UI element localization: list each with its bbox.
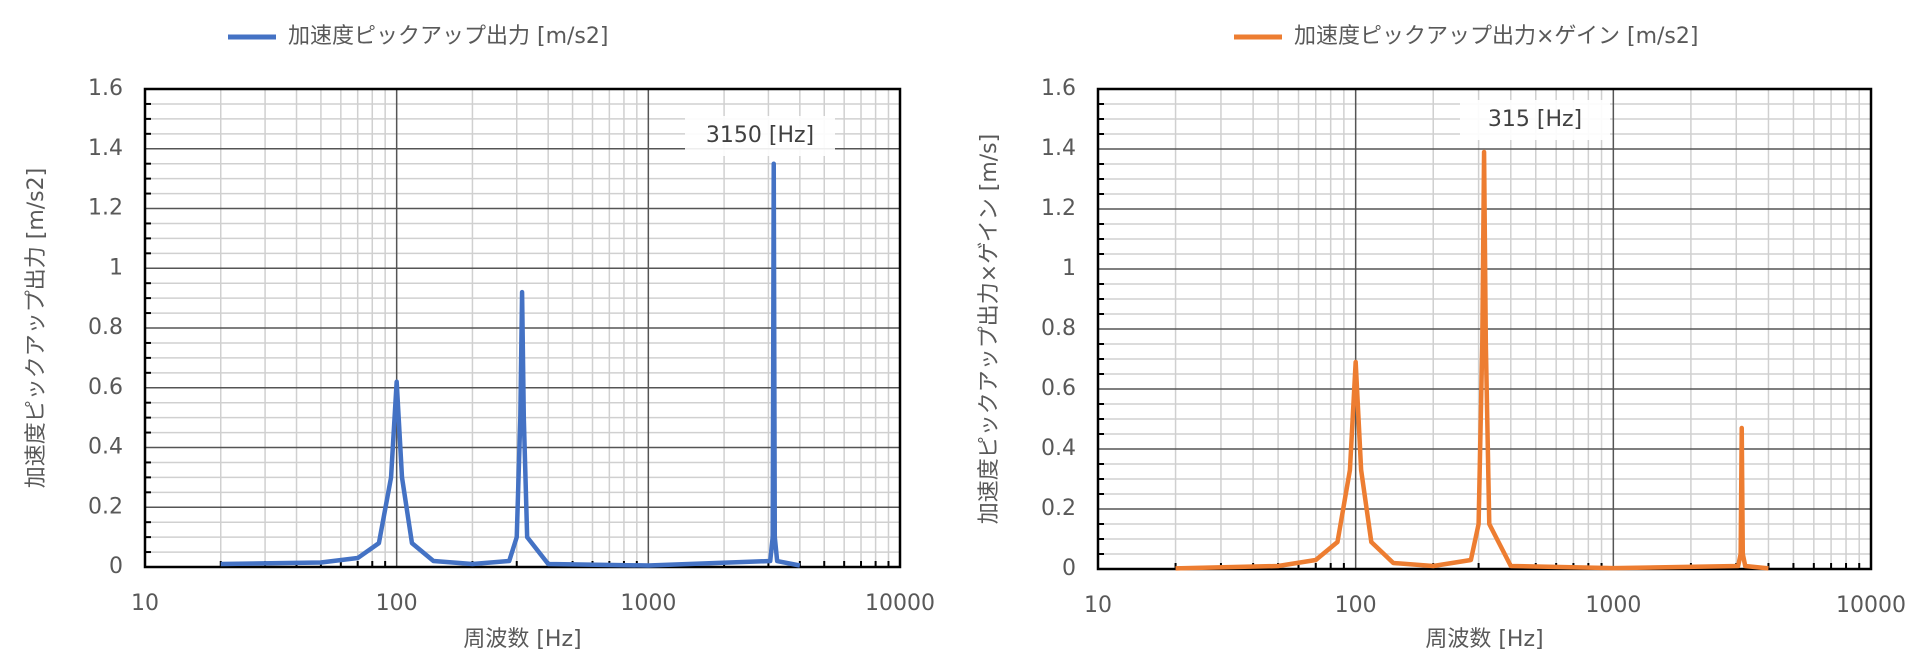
x-axis-label: 周波数 [Hz] (463, 627, 581, 652)
y-tick-label: 0.6 (1041, 376, 1076, 401)
y-tick-label: 0.4 (88, 435, 123, 460)
y-tick-label: 1.6 (1041, 76, 1076, 101)
y-tick-label: 0.8 (1041, 316, 1076, 341)
plot-border (143, 87, 902, 569)
y-tick-label: 0 (1062, 556, 1076, 581)
y-tick-label: 1.4 (1041, 136, 1076, 161)
plot-border (1096, 87, 1873, 571)
data-line (1175, 149, 1769, 571)
x-tick-label: 100 (1335, 593, 1377, 618)
y-tick-label: 1 (1062, 256, 1076, 281)
y-tick-label: 0.6 (88, 375, 123, 400)
legend-label: 加速度ピックアップ出力×ゲイン [m/s2] (1294, 24, 1698, 49)
y-tick-label: 1.6 (88, 76, 123, 101)
y-tick-label: 0.2 (1041, 496, 1076, 521)
y-axis-label: 加速度ピックアップ出力×ゲイン [m/s] (977, 134, 1002, 524)
annotation-box (1460, 100, 1610, 140)
x-tick-label: 10000 (865, 591, 935, 616)
annotation-box (685, 116, 835, 156)
y-tick-label: 1 (109, 255, 123, 280)
annotation: 315 [Hz] (1488, 107, 1582, 132)
x-tick-label: 100 (376, 591, 418, 616)
y-tick-label: 0.4 (1041, 436, 1076, 461)
x-tick-label: 10 (131, 591, 159, 616)
x-axis-label: 周波数 [Hz] (1425, 627, 1543, 652)
y-tick-label: 1.2 (1041, 196, 1076, 221)
y-tick-label: 0.8 (88, 315, 123, 340)
x-tick-label: 10 (1084, 593, 1112, 618)
data-line (220, 161, 801, 568)
legend-label: 加速度ピックアップ出力 [m/s2] (288, 24, 608, 49)
x-tick-label: 1000 (1585, 593, 1641, 618)
y-tick-label: 1.4 (88, 136, 123, 161)
x-tick-label: 10000 (1836, 593, 1906, 618)
y-axis-label: 加速度ピックアップ出力 [m/s2] (24, 168, 49, 488)
y-tick-label: 1.2 (88, 196, 123, 221)
x-tick-label: 1000 (620, 591, 676, 616)
y-tick-label: 0.2 (88, 494, 123, 519)
annotation: 3150 [Hz] (706, 123, 814, 148)
y-tick-label: 0 (109, 554, 123, 579)
